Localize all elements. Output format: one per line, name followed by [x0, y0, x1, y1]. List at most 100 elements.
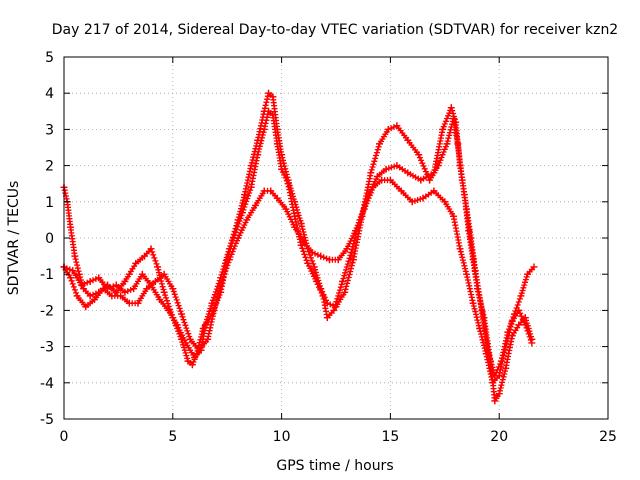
- data-point: [210, 306, 218, 314]
- data-point: [164, 306, 172, 314]
- data-point: [160, 288, 168, 296]
- data-point: [267, 187, 275, 195]
- data-point: [112, 281, 120, 289]
- data-point: [510, 310, 518, 318]
- data-point: [151, 277, 159, 285]
- data-point: [450, 212, 458, 220]
- data-point: [471, 267, 479, 275]
- data-point: [384, 125, 392, 133]
- data-point: [476, 325, 484, 332]
- data-point: [376, 140, 384, 148]
- data-point: [393, 162, 401, 170]
- data-point: [234, 216, 242, 224]
- y-tick-label: -4: [40, 376, 54, 392]
- x-tick-label: 20: [490, 429, 508, 445]
- data-point: [201, 321, 209, 329]
- data-point: [304, 259, 312, 267]
- data-point: [317, 252, 325, 260]
- axis-ticks: [63, 56, 609, 420]
- data-point: [197, 346, 205, 354]
- data-point: [191, 353, 199, 361]
- data-point: [217, 274, 225, 282]
- y-tick-label: 0: [45, 231, 54, 247]
- data-point: [458, 176, 466, 184]
- series-3: [60, 89, 538, 380]
- data-point: [147, 281, 155, 289]
- y-tick-label: -5: [40, 412, 54, 428]
- data-point: [147, 245, 155, 253]
- data-point: [160, 270, 168, 278]
- data-point: [90, 296, 98, 304]
- data-point: [515, 321, 523, 329]
- data-point: [141, 252, 149, 260]
- data-point: [339, 277, 347, 285]
- data-point: [523, 270, 531, 278]
- data-point: [104, 285, 112, 293]
- data-point: [77, 281, 85, 289]
- data-point: [67, 223, 75, 231]
- data-point: [417, 176, 425, 184]
- data-point: [530, 263, 538, 271]
- y-tick-label: 4: [45, 86, 54, 102]
- data-point: [269, 93, 277, 101]
- grid: [64, 57, 608, 419]
- data-point: [323, 314, 331, 322]
- data-point: [247, 162, 255, 170]
- data-point: [86, 292, 94, 300]
- data-point: [332, 303, 340, 311]
- data-point: [378, 176, 386, 184]
- data-point: [278, 151, 286, 159]
- data-point: [297, 220, 305, 228]
- data-point: [121, 277, 129, 285]
- data-point: [169, 285, 177, 293]
- data-point: [456, 245, 464, 253]
- data-point: [404, 136, 412, 144]
- x-tick-label: 10: [273, 429, 291, 445]
- data-point: [450, 115, 458, 123]
- data-point: [67, 274, 75, 282]
- data-point: [178, 310, 186, 318]
- data-point: [489, 379, 497, 387]
- data-point: [138, 270, 146, 278]
- data-point: [441, 198, 449, 206]
- y-tick-label: 1: [45, 195, 54, 211]
- data-point: [386, 176, 394, 184]
- data-point: [447, 104, 455, 112]
- data-point: [284, 176, 292, 184]
- data-point: [330, 306, 338, 314]
- data-point: [260, 187, 268, 195]
- x-tick-label: 5: [168, 429, 177, 445]
- data-point: [117, 292, 125, 300]
- data-point: [491, 372, 499, 380]
- data-point: [404, 169, 412, 177]
- data-point: [260, 125, 268, 133]
- data-point: [478, 306, 486, 314]
- data-point: [415, 151, 423, 159]
- data-point: [188, 361, 196, 369]
- data-point: [225, 245, 233, 253]
- data-point: [184, 357, 192, 365]
- data-point: [95, 274, 103, 282]
- y-tick-label: -1: [40, 267, 54, 283]
- data-point: [504, 328, 512, 336]
- y-tick-label: -2: [40, 303, 54, 319]
- data-point: [234, 234, 242, 242]
- x-tick-labels: 0 5 10 15 20 25: [60, 429, 617, 445]
- data-point: [182, 339, 190, 347]
- data-point: [323, 299, 331, 307]
- data-point: [341, 288, 349, 296]
- data-point: [143, 285, 151, 293]
- data-point: [282, 205, 290, 213]
- data-point: [156, 296, 164, 304]
- data-point: [349, 256, 357, 264]
- data-point: [80, 285, 88, 293]
- y-tick-label: 3: [45, 122, 54, 138]
- data-point: [434, 162, 442, 170]
- y-tick-label: -3: [40, 340, 54, 356]
- data-point: [208, 299, 216, 307]
- data-point: [521, 321, 529, 329]
- series-2: [60, 176, 536, 387]
- data-point: [112, 288, 120, 296]
- data-point: [325, 256, 333, 264]
- data-point: [71, 252, 79, 260]
